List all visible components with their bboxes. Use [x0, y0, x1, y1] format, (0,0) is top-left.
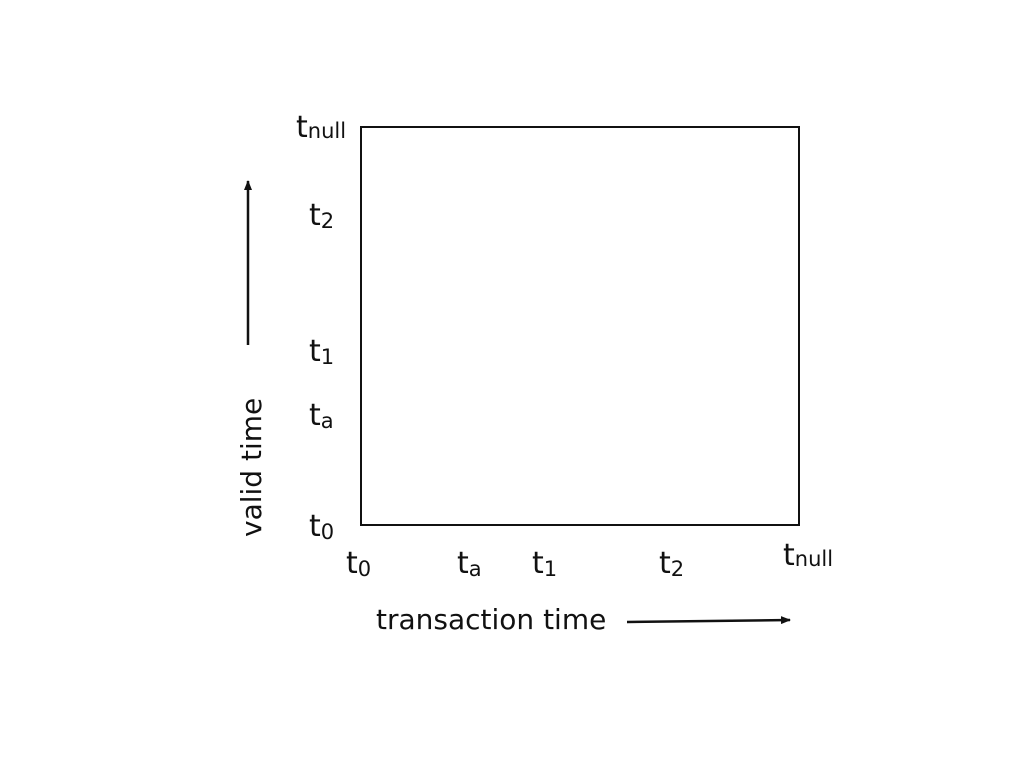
x-tick-t0: t0 — [346, 546, 371, 581]
x-tick-tnull: tnull — [783, 538, 833, 573]
y-tick-t2: t2 — [309, 198, 334, 233]
y-tick-t0: t0 — [309, 509, 334, 544]
y-tick-labels: tnull t2 t1 ta t0 — [296, 110, 346, 544]
x-tick-labels: t0 ta t1 t2 tnull — [346, 538, 833, 581]
y-tick-t1: t1 — [309, 334, 334, 369]
y-tick-ta: ta — [309, 398, 334, 433]
x-axis-title: transaction time — [376, 603, 606, 636]
plot-frame — [360, 126, 800, 526]
y-tick-tnull: tnull — [296, 110, 346, 145]
x-tick-ta: ta — [457, 546, 482, 581]
x-axis-arrow — [626, 616, 791, 625]
x-tick-t2: t2 — [659, 546, 684, 581]
y-axis-title: valid time — [235, 398, 268, 537]
x-tick-t1: t1 — [532, 546, 557, 581]
